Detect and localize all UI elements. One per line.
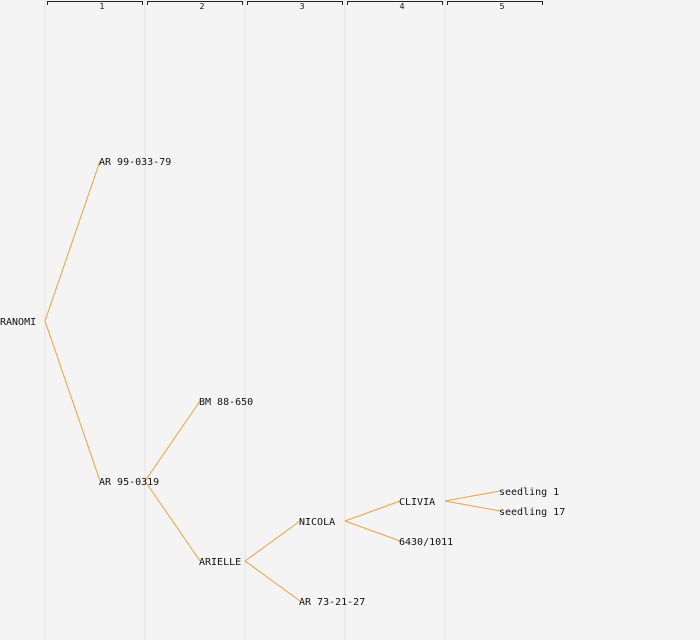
node-arielle[interactable]: ARIELLE (199, 557, 241, 568)
node-clivia[interactable]: CLIVIA (399, 497, 435, 508)
column-dividers (44, 0, 446, 640)
generation-bracket (347, 1, 443, 5)
edge-clivia-seedling17 (444, 500, 501, 512)
edge-ranomi-ar95 (44, 320, 101, 482)
generation-bracket (47, 1, 143, 5)
edge-ar95-arielle (144, 480, 201, 562)
generation-number: 5 (499, 2, 504, 11)
edge-clivia-seedling1 (444, 490, 501, 502)
edge-nicola-6430 (344, 520, 401, 542)
generation-bracket (247, 1, 343, 5)
generation-number: 3 (299, 2, 304, 11)
edge-arielle-ar73 (244, 560, 301, 602)
generation-bracket (447, 1, 543, 5)
node-ar-73-21-27[interactable]: AR 73-21-27 (299, 597, 365, 608)
generation-numbers: 1 2 3 4 5 (99, 2, 504, 11)
node-nicola[interactable]: NICOLA (299, 517, 335, 528)
edge-arielle-nicola (244, 520, 301, 562)
node-labels: RANOMI AR 99-033-79 AR 95-0319 BM 88-650… (0, 157, 565, 608)
generation-number: 2 (199, 2, 204, 11)
node-ar-95-0319[interactable]: AR 95-0319 (99, 477, 159, 488)
edge-ar95-bm88 (144, 400, 201, 482)
edge-ranomi-ar99 (44, 160, 101, 322)
node-ar-99-033-79[interactable]: AR 99-033-79 (99, 157, 171, 168)
edge-nicola-clivia (344, 500, 401, 522)
node-seedling-1[interactable]: seedling 1 (499, 487, 559, 498)
node-bm-88-650[interactable]: BM 88-650 (199, 397, 253, 408)
node-6430-1011[interactable]: 6430/1011 (399, 537, 453, 548)
node-ranomi[interactable]: RANOMI (0, 317, 36, 328)
connectors (44, 160, 501, 602)
generation-number: 1 (99, 2, 104, 11)
generation-bracket (147, 1, 243, 5)
generation-header (47, 1, 543, 5)
node-seedling-17[interactable]: seedling 17 (499, 507, 565, 518)
generation-number: 4 (399, 2, 404, 11)
